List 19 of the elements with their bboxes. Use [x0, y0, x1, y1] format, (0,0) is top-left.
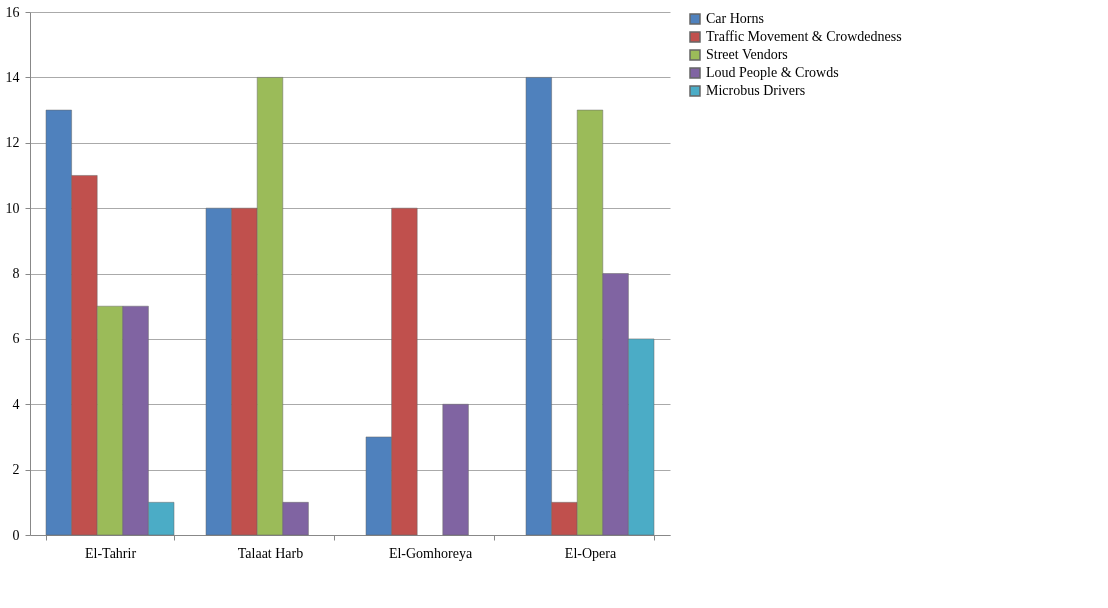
x-tick-label: Talaat Harb — [237, 545, 304, 561]
legend-label: Traffic Movement & Crowdedness — [706, 29, 902, 44]
x-tick-label: El-Tahrir — [84, 545, 137, 561]
y-tick-label: 12 — [5, 135, 20, 151]
legend-label: Street Vendors — [706, 47, 788, 62]
x-tick-label: El-Gomhoreya — [388, 545, 473, 561]
legend-label: Loud People & Crowds — [706, 65, 839, 80]
bar — [442, 404, 469, 536]
y-tick-label: 8 — [12, 266, 20, 281]
legend-label: Microbus Drivers — [706, 83, 806, 98]
y-tick-label: 10 — [5, 200, 20, 216]
y-tick-label: 14 — [5, 69, 20, 85]
x-tick-label: El-Opera — [564, 545, 617, 561]
y-tick-label: 6 — [12, 331, 20, 347]
y-tick-label: 4 — [12, 396, 20, 412]
y-tick-label: 2 — [12, 462, 20, 478]
y-tick-label: 0 — [12, 527, 20, 543]
legend-label: Car Horns — [706, 11, 764, 26]
y-tick-label: 16 — [5, 4, 20, 20]
